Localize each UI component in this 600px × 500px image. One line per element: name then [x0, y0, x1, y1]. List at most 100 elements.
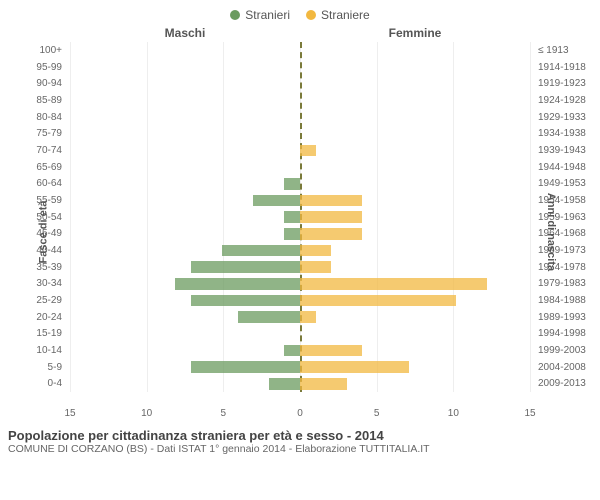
col-title-right: Femmine	[300, 26, 530, 40]
bar-zone	[66, 209, 534, 226]
legend-male-swatch	[230, 10, 240, 20]
bar-zone	[66, 192, 534, 209]
bar-zone	[66, 359, 534, 376]
y-left-title: Fasce di età	[37, 201, 49, 264]
age-label: 95-99	[28, 62, 66, 73]
birth-label: 1919-1923	[534, 78, 588, 89]
age-label: 20-24	[28, 312, 66, 323]
age-row: 70-741939-1943	[70, 142, 530, 159]
age-row: 0-42009-2013	[70, 375, 530, 392]
age-row: 85-891924-1928	[70, 92, 530, 109]
bar-female	[300, 228, 362, 240]
bar-zone	[66, 142, 534, 159]
birth-label: ≤ 1913	[534, 45, 588, 56]
age-label: 5-9	[28, 362, 66, 373]
birth-label: 1964-1968	[534, 228, 588, 239]
bar-zone	[66, 292, 534, 309]
bar-zone	[66, 109, 534, 126]
age-row: 45-491964-1968	[70, 225, 530, 242]
legend: Stranieri Straniere	[0, 0, 600, 26]
bar-zone	[66, 309, 534, 326]
age-row: 35-391974-1978	[70, 259, 530, 276]
bar-zone	[66, 259, 534, 276]
age-label: 15-19	[28, 328, 66, 339]
bar-female	[300, 295, 456, 307]
birth-label: 2009-2013	[534, 378, 588, 389]
birth-label: 1924-1928	[534, 95, 588, 106]
birth-label: 1939-1943	[534, 145, 588, 156]
birth-label: 1999-2003	[534, 345, 588, 356]
bar-zone	[66, 75, 534, 92]
birth-label: 1974-1978	[534, 262, 588, 273]
age-label: 100+	[28, 45, 66, 56]
x-tick: 10	[448, 408, 459, 419]
age-row: 65-691944-1948	[70, 159, 530, 176]
birth-label: 1969-1973	[534, 245, 588, 256]
column-titles: Maschi Femmine	[0, 26, 600, 42]
bar-female	[300, 278, 487, 290]
age-row: 30-341979-1983	[70, 275, 530, 292]
age-label: 10-14	[28, 345, 66, 356]
age-row: 5-92004-2008	[70, 359, 530, 376]
legend-female: Straniere	[306, 8, 370, 22]
age-row: 10-141999-2003	[70, 342, 530, 359]
birth-label: 1934-1938	[534, 128, 588, 139]
age-label: 30-34	[28, 278, 66, 289]
age-row: 75-791934-1938	[70, 125, 530, 142]
bar-female	[300, 245, 331, 257]
legend-female-swatch	[306, 10, 316, 20]
age-row: 60-641949-1953	[70, 175, 530, 192]
bar-zone	[66, 275, 534, 292]
birth-label: 1984-1988	[534, 295, 588, 306]
chart-area: Fasce di età Anni di nascita 100+≤ 19139…	[70, 42, 530, 422]
bar-female	[300, 195, 362, 207]
age-label: 0-4	[28, 378, 66, 389]
age-row: 80-841929-1933	[70, 109, 530, 126]
x-tick: 5	[221, 408, 227, 419]
x-tick: 15	[64, 408, 75, 419]
bar-zone	[66, 59, 534, 76]
age-row: 90-941919-1923	[70, 75, 530, 92]
bar-male	[191, 261, 300, 273]
footer-title: Popolazione per cittadinanza straniera p…	[8, 428, 592, 443]
bar-zone	[66, 325, 534, 342]
col-title-left: Maschi	[70, 26, 300, 40]
age-row: 50-541959-1963	[70, 209, 530, 226]
bar-male	[269, 378, 300, 390]
age-label: 70-74	[28, 145, 66, 156]
rows: 100+≤ 191395-991914-191890-941919-192385…	[70, 42, 530, 392]
birth-label: 1989-1993	[534, 312, 588, 323]
birth-label: 1929-1933	[534, 112, 588, 123]
birth-label: 1949-1953	[534, 178, 588, 189]
birth-label: 1994-1998	[534, 328, 588, 339]
legend-male: Stranieri	[230, 8, 290, 22]
bar-male	[222, 245, 300, 257]
bar-zone	[66, 125, 534, 142]
bar-zone	[66, 175, 534, 192]
bar-zone	[66, 342, 534, 359]
age-row: 25-291984-1988	[70, 292, 530, 309]
footer: Popolazione per cittadinanza straniera p…	[0, 422, 600, 455]
birth-label: 1944-1948	[534, 162, 588, 173]
bar-female	[300, 378, 347, 390]
bar-male	[284, 178, 300, 190]
bar-male	[175, 278, 300, 290]
x-axis: 15105051015	[70, 406, 530, 408]
x-tick: 15	[524, 408, 535, 419]
bar-female	[300, 211, 362, 223]
birth-label: 1959-1963	[534, 212, 588, 223]
age-row: 15-191994-1998	[70, 325, 530, 342]
bar-male	[284, 228, 300, 240]
legend-female-label: Straniere	[321, 8, 370, 22]
bar-zone	[66, 92, 534, 109]
age-row: 100+≤ 1913	[70, 42, 530, 59]
legend-male-label: Stranieri	[245, 8, 290, 22]
bar-female	[300, 345, 362, 357]
bar-male	[191, 361, 300, 373]
age-label: 60-64	[28, 178, 66, 189]
birth-label: 2004-2008	[534, 362, 588, 373]
bar-male	[191, 295, 300, 307]
x-tick: 5	[374, 408, 380, 419]
bar-male	[284, 345, 300, 357]
bar-zone	[66, 242, 534, 259]
